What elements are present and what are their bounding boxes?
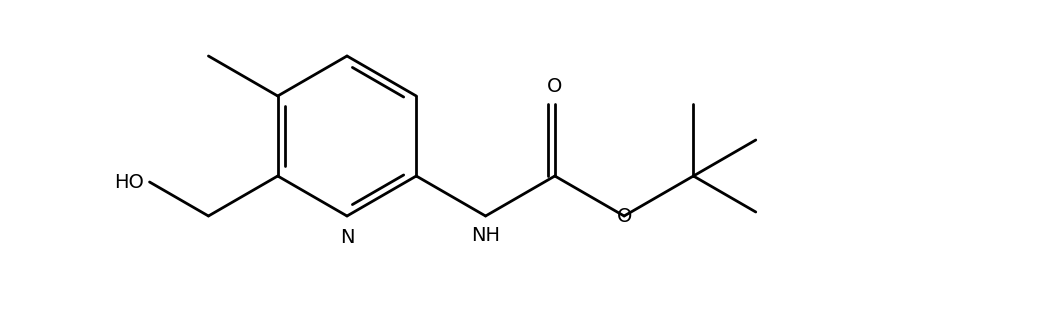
Text: O: O [617,206,632,226]
Text: NH: NH [471,227,500,245]
Text: O: O [547,77,563,96]
Text: HO: HO [114,172,144,191]
Text: N: N [339,228,354,247]
